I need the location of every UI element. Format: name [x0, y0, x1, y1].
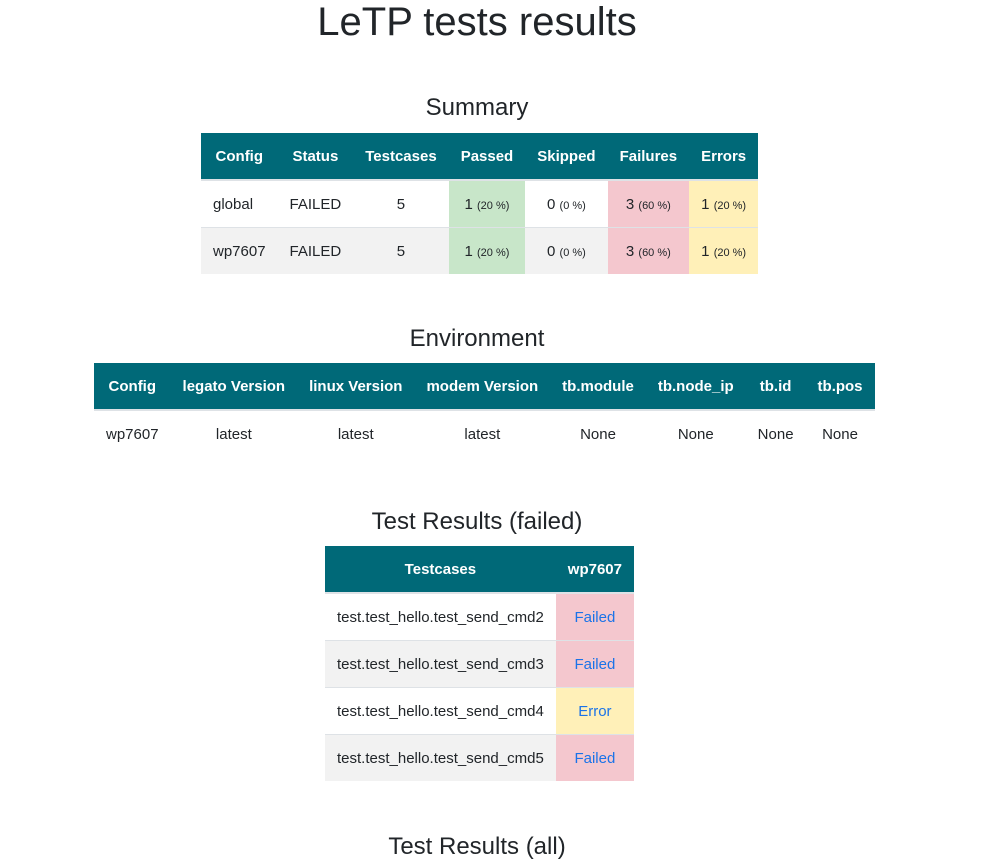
env-header-config: Config — [94, 363, 171, 411]
summary-status: FAILED — [277, 227, 354, 274]
result-cell: Failed — [555, 734, 634, 781]
summary-errors-pct: (20 %) — [713, 199, 747, 212]
summary-errors-count: 1 — [701, 195, 710, 213]
summary-header-row: Config Status Testcases Passed Skipped F… — [201, 133, 759, 181]
summary-passed-cell: 1 (20 %) — [448, 227, 526, 274]
summary-testcases: 5 — [353, 227, 449, 274]
summary-row-global: global FAILED 5 1 (20 %) 0 (0 %) 3 (60 %… — [201, 179, 759, 228]
summary-skipped-count: 0 — [547, 195, 556, 213]
testcase-name: test.test_hello.test_send_cmd3 — [325, 640, 556, 688]
summary-config: global — [201, 179, 278, 228]
summary-testcases: 5 — [353, 179, 449, 228]
table-row: test.test_hello.test_send_cmd3 Failed — [325, 640, 634, 688]
summary-failures-count: 3 — [625, 242, 635, 260]
environment-header-row: Config legato Version linux Version mode… — [94, 363, 875, 411]
summary-header-passed: Passed — [448, 133, 526, 181]
summary-errors-pct: (20 %) — [713, 246, 747, 259]
summary-header-status: Status — [277, 133, 354, 181]
summary-failures-pct: (60 %) — [638, 199, 671, 212]
summary-config: wp7607 — [201, 227, 278, 274]
env-header-tb-module: tb.module — [550, 363, 646, 411]
summary-header-failures: Failures — [607, 133, 690, 181]
env-header-tb-node-ip: tb.node_ip — [645, 363, 746, 411]
summary-passed-pct: (20 %) — [477, 199, 510, 212]
env-tb-module: None — [580, 425, 616, 443]
summary-errors-cell: 1 (20 %) — [689, 179, 759, 228]
result-link[interactable]: Failed — [574, 749, 616, 767]
summary-failures-cell: 3 (60 %) — [607, 227, 690, 274]
environment-row: wp7607 latest latest latest None None No… — [94, 410, 875, 457]
testcase-name: test.test_hello.test_send_cmd4 — [325, 687, 556, 735]
failed-results-table: Testcases wp7607 test.test_hello.test_se… — [325, 546, 634, 781]
summary-errors-cell: 1 (20 %) — [689, 227, 759, 274]
summary-passed-count: 1 — [464, 195, 473, 213]
summary-skipped-pct: (0 %) — [559, 246, 586, 259]
summary-passed-pct: (20 %) — [477, 246, 510, 259]
env-header-modem-version: modem Version — [414, 363, 551, 411]
failed-results-title: Test Results (failed) — [371, 508, 583, 535]
result-cell: Failed — [555, 592, 634, 641]
testcase-name: test.test_hello.test_send_cmd2 — [325, 592, 556, 641]
summary-failures-count: 3 — [625, 195, 635, 213]
summary-header-testcases: Testcases — [353, 133, 449, 181]
failed-header-wp7607: wp7607 — [555, 546, 634, 594]
env-modem-version: latest — [464, 425, 501, 443]
env-header-tb-pos: tb.pos — [805, 363, 875, 411]
summary-row-wp7607: wp7607 FAILED 5 1 (20 %) 0 (0 %) 3 (60 %… — [201, 227, 759, 274]
environment-title: Environment — [409, 325, 545, 352]
summary-passed-cell: 1 (20 %) — [448, 179, 526, 228]
all-results-title: Test Results (all) — [388, 833, 566, 860]
summary-passed-count: 1 — [464, 242, 473, 260]
result-cell: Error — [555, 687, 634, 735]
env-config: wp7607 — [106, 425, 159, 443]
env-linux-version: latest — [337, 425, 374, 443]
result-cell: Failed — [555, 640, 634, 688]
summary-errors-count: 1 — [701, 242, 710, 260]
table-row: test.test_hello.test_send_cmd4 Error — [325, 687, 634, 735]
failed-header-row: Testcases wp7607 — [325, 546, 634, 594]
env-legato-version: latest — [215, 425, 252, 443]
summary-status: FAILED — [277, 179, 354, 228]
env-tb-pos: None — [822, 425, 858, 443]
failed-header-testcases: Testcases — [325, 546, 556, 594]
summary-header-config: Config — [201, 133, 278, 181]
result-link[interactable]: Failed — [574, 655, 616, 673]
result-link[interactable]: Error — [578, 702, 612, 720]
summary-title: Summary — [425, 94, 529, 121]
env-header-tb-id: tb.id — [745, 363, 806, 411]
summary-skipped-pct: (0 %) — [559, 199, 586, 212]
table-row: test.test_hello.test_send_cmd5 Failed — [325, 734, 634, 781]
environment-table: Config legato Version linux Version mode… — [94, 363, 875, 457]
env-tb-node-ip: None — [677, 425, 714, 443]
summary-skipped-count: 0 — [547, 242, 556, 260]
summary-header-errors: Errors — [689, 133, 759, 181]
summary-skipped-cell: 0 (0 %) — [525, 179, 608, 228]
table-row: test.test_hello.test_send_cmd2 Failed — [325, 592, 634, 641]
env-tb-id: None — [757, 425, 794, 443]
summary-table: Config Status Testcases Passed Skipped F… — [201, 133, 759, 274]
summary-header-skipped: Skipped — [525, 133, 608, 181]
summary-skipped-cell: 0 (0 %) — [525, 227, 608, 274]
result-link[interactable]: Failed — [574, 608, 616, 626]
env-header-linux-version: linux Version — [297, 363, 415, 411]
env-header-legato-version: legato Version — [170, 363, 298, 411]
testcase-name: test.test_hello.test_send_cmd5 — [325, 734, 556, 781]
page-title: LeTP tests results — [317, 0, 637, 44]
summary-failures-cell: 3 (60 %) — [607, 179, 690, 228]
summary-failures-pct: (60 %) — [638, 246, 671, 259]
